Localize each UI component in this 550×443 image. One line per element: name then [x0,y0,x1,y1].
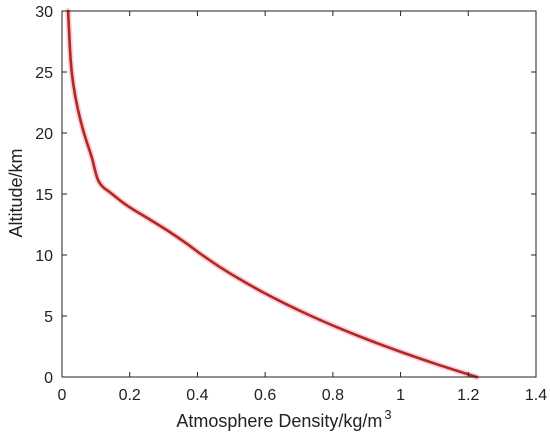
y-tick-label: 10 [35,248,53,265]
x-tick-label: 0 [58,387,67,404]
x-tick-label: 1.2 [457,387,479,404]
x-axis-title-main: Atmosphere Density/kg/m [176,411,382,431]
y-axis-tick-labels: 0 5 10 15 20 25 30 [35,4,53,387]
x-axis-ticks [61,11,537,377]
x-tick-label: 0.4 [186,387,208,404]
x-axis-title: Atmosphere Density/kg/m 3 [176,407,391,431]
series-line-glow [65,8,480,380]
x-tick-label: 0.6 [254,387,276,404]
y-tick-label: 0 [44,370,53,387]
x-tick-label: 0.2 [119,387,141,404]
x-tick-label: 0.8 [322,387,344,404]
y-tick-label: 30 [35,4,53,21]
y-axis-ticks [62,10,536,378]
y-tick-label: 25 [35,65,53,82]
x-axis-title-superscript: 3 [384,407,391,422]
plot-area [65,8,480,380]
x-tick-label: 1.4 [525,387,547,404]
y-tick-label: 15 [35,187,53,204]
y-tick-label: 5 [44,309,53,326]
series-line [66,9,479,379]
x-axis-tick-labels: 0 0.2 0.4 0.6 0.8 1 1.2 1.4 [58,387,548,404]
y-tick-label: 20 [35,126,53,143]
x-tick-label: 1 [396,387,405,404]
plot-frame [61,10,537,378]
y-axis-title: Altitude/km [6,148,26,237]
